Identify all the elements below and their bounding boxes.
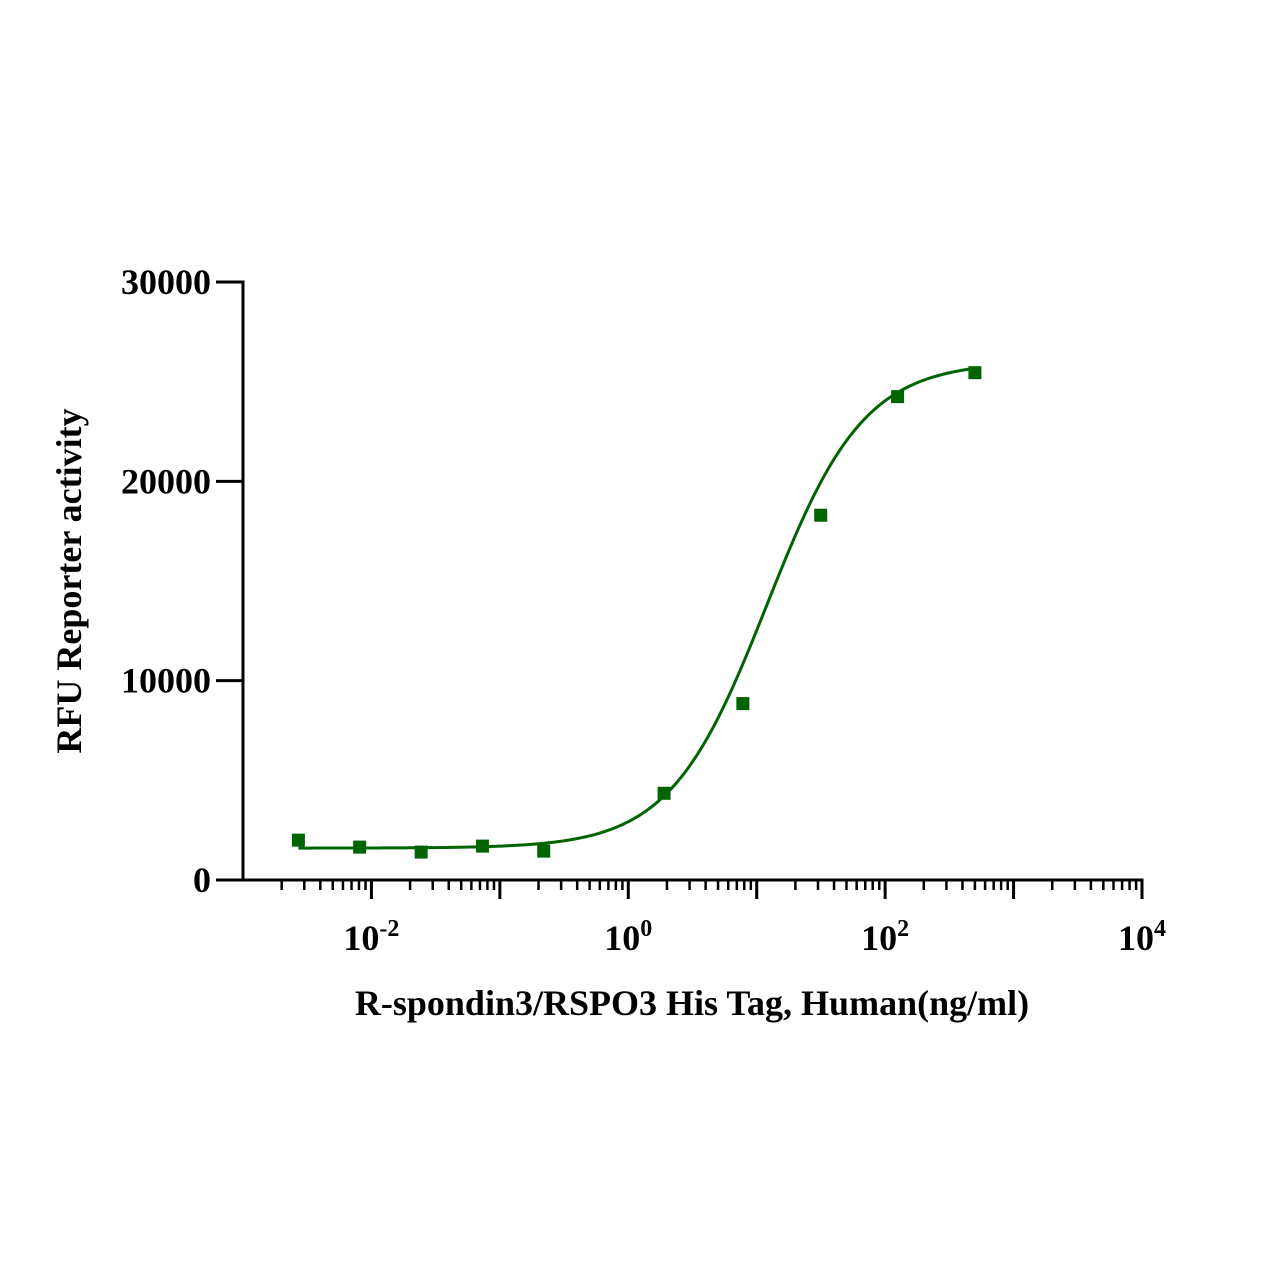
data-point	[414, 845, 428, 859]
y-axis: 0 10000 20000 30000	[121, 262, 245, 900]
data-point	[353, 840, 367, 854]
y-tick-label: 20000	[121, 461, 211, 501]
y-tick-label: 0	[193, 860, 211, 900]
x-axis-title: R-spondin3/RSPO3 His Tag, Human(ng/ml)	[355, 983, 1029, 1023]
data-point	[968, 366, 982, 380]
fit-curve	[298, 366, 976, 850]
x-axis: 10-2 100 102 104	[241, 878, 1166, 958]
x-tick-label: 100	[604, 916, 652, 958]
x-tick-label: 102	[861, 916, 909, 958]
x-tick-label: 104	[1118, 916, 1166, 958]
x-tick-label: 10-2	[343, 916, 399, 958]
data-point	[814, 508, 828, 522]
data-points-layer	[291, 366, 982, 859]
y-tick-label: 10000	[121, 661, 211, 701]
fit-curve-layer	[298, 366, 976, 850]
data-point	[291, 833, 305, 847]
y-axis-title: RFU Reporter activity	[49, 408, 89, 753]
y-tick-label: 30000	[121, 262, 211, 302]
data-point	[537, 844, 551, 858]
data-point	[657, 786, 671, 800]
data-point	[475, 839, 489, 853]
data-point	[736, 697, 750, 711]
data-point	[891, 390, 905, 404]
